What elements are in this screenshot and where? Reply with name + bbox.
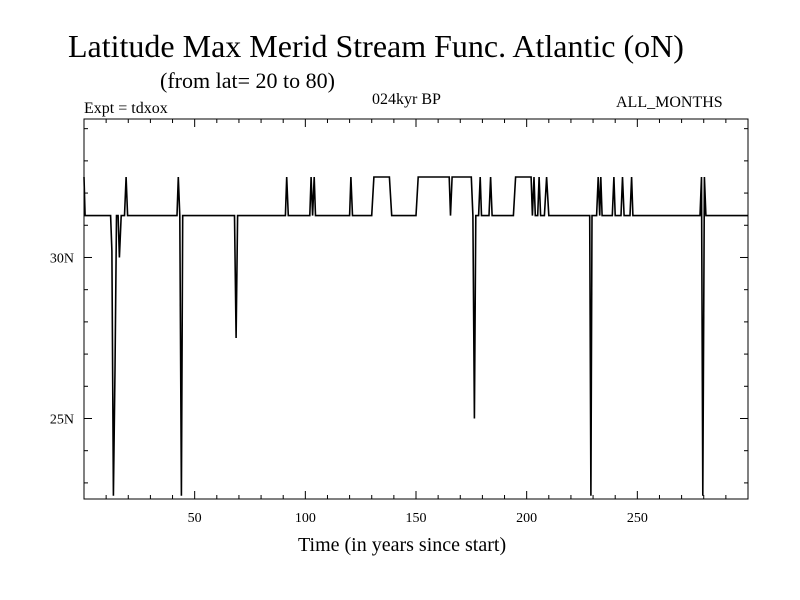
x-tick-label: 50: [188, 511, 202, 526]
months-label: ALL_MONTHS: [616, 94, 723, 111]
period-label: 024kyr BP: [372, 91, 441, 108]
x-tick-label: 150: [406, 511, 427, 526]
series-group: [83, 176, 748, 496]
experiment-label: Expt = tdxox: [84, 100, 168, 117]
plot-frame: [83, 118, 749, 500]
chart-title: Latitude Max Merid Stream Func. Atlantic…: [68, 28, 684, 64]
x-axis-label: Time (in years since start): [298, 534, 507, 556]
y-tick-label: 25N: [50, 412, 74, 427]
x-tick-label: 200: [516, 511, 537, 526]
series-line-0: [83, 176, 748, 496]
y-tick-label: 30N: [50, 251, 74, 266]
x-tick-label: 100: [295, 511, 316, 526]
x-tick-label: 250: [627, 511, 648, 526]
chart-subtitle: (from lat= 20 to 80): [160, 68, 335, 93]
axis-ticks: 50 100 150 200 250 25N 30N: [50, 119, 748, 526]
